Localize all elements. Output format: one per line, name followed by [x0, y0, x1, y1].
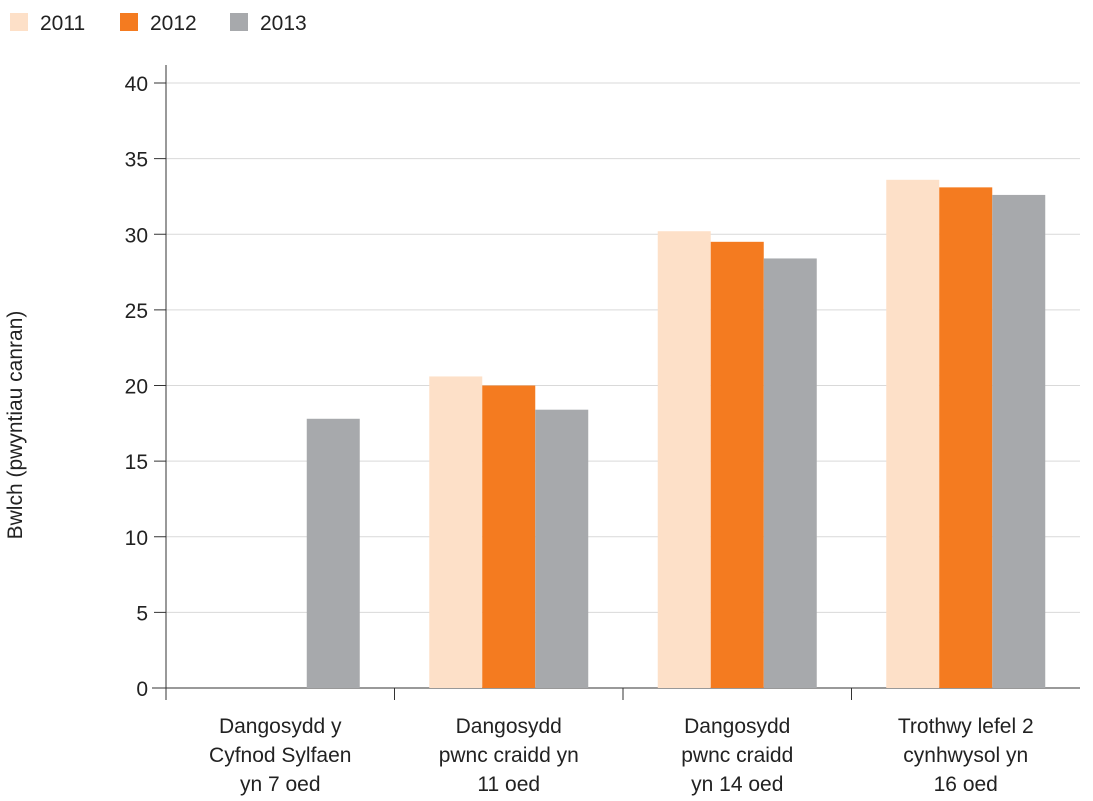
- x-category-label: Dangosydd pwnc craidd yn 11 oed: [439, 715, 579, 796]
- y-tick-label: 20: [125, 376, 148, 399]
- legend-swatch-2012: [120, 13, 138, 31]
- bar-2013-3: [763, 258, 817, 688]
- y-tick-label: 10: [125, 527, 148, 550]
- legend-label-2012: 2012: [150, 12, 197, 35]
- bar-2013-2: [535, 409, 589, 688]
- bar-2013-1: [306, 418, 360, 688]
- bar-2011-3: [657, 231, 711, 688]
- y-axis-title: Bwlch (pwyntiau canran): [4, 311, 27, 540]
- bar-2012-2: [482, 385, 536, 688]
- y-tick-labels: 0 5 10 15 20 25 30 35 40: [125, 73, 148, 701]
- y-tick-label: 25: [125, 300, 148, 323]
- x-category-label: Dangosydd pwnc craidd yn 14 oed: [681, 715, 793, 796]
- legend-swatch-2011: [10, 13, 28, 31]
- y-tick-label: 35: [125, 149, 148, 172]
- legend-label-2013: 2013: [260, 12, 307, 35]
- category-labels: Dangosydd y Cyfnod Sylfaen yn 7 oed Dangosy…: [209, 715, 1034, 796]
- bar-2012-4: [939, 187, 993, 689]
- x-category-label: Dangosydd y Cyfnod Sylfaen yn 7 oed: [209, 715, 351, 796]
- legend-label-2011: 2011: [40, 12, 85, 35]
- bar-2011-4: [886, 179, 940, 689]
- y-tick-label: 15: [125, 451, 148, 474]
- bar-2012-3: [710, 241, 764, 688]
- bar-2013-4: [992, 194, 1046, 689]
- y-tick-label: 40: [125, 73, 148, 96]
- legend: 2011 2012 2013: [10, 12, 307, 35]
- bar-2011-2: [429, 376, 483, 688]
- y-tick-label: 5: [136, 602, 148, 625]
- legend-swatch-2013: [230, 13, 248, 31]
- bars: [306, 179, 1046, 689]
- y-tick-label: 30: [125, 224, 148, 247]
- y-tick-label: 0: [136, 678, 148, 701]
- x-category-label: Trothwy lefel 2 cynhwysol yn 16 oed: [898, 715, 1034, 796]
